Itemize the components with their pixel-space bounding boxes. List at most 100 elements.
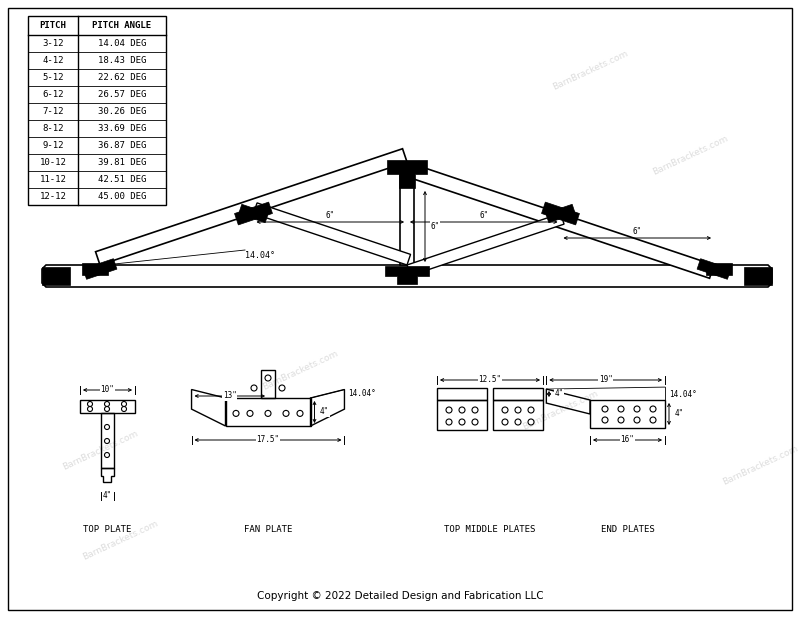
Circle shape: [472, 419, 478, 425]
Polygon shape: [234, 202, 273, 225]
Circle shape: [502, 419, 508, 425]
Text: 39.81 DEG: 39.81 DEG: [98, 158, 146, 167]
Circle shape: [87, 407, 93, 412]
Circle shape: [446, 419, 452, 425]
Text: 6": 6": [326, 211, 335, 219]
Text: 26.57 DEG: 26.57 DEG: [98, 90, 146, 99]
Text: PITCH ANGLE: PITCH ANGLE: [93, 21, 151, 30]
Circle shape: [472, 407, 478, 413]
Text: 5-12: 5-12: [42, 73, 64, 82]
Text: 42.51 DEG: 42.51 DEG: [98, 175, 146, 184]
Circle shape: [634, 406, 640, 412]
Circle shape: [650, 406, 656, 412]
Text: 8-12: 8-12: [42, 124, 64, 133]
Text: 14.04 DEG: 14.04 DEG: [98, 39, 146, 48]
Polygon shape: [238, 205, 268, 222]
Circle shape: [247, 410, 253, 417]
Text: TOP PLATE: TOP PLATE: [83, 525, 132, 535]
Text: BarnBrackets.com: BarnBrackets.com: [61, 428, 139, 472]
Text: 22.62 DEG: 22.62 DEG: [98, 73, 146, 82]
Text: 9-12: 9-12: [42, 141, 64, 150]
Polygon shape: [42, 267, 70, 285]
Polygon shape: [254, 203, 410, 265]
Polygon shape: [697, 259, 731, 279]
Circle shape: [515, 419, 521, 425]
Text: END PLATES: END PLATES: [601, 525, 654, 535]
Circle shape: [502, 407, 508, 413]
Circle shape: [602, 406, 608, 412]
Text: 12-12: 12-12: [39, 192, 66, 201]
Circle shape: [105, 439, 110, 444]
Text: Copyright © 2022 Detailed Design and Fabrication LLC: Copyright © 2022 Detailed Design and Fab…: [257, 591, 543, 601]
Circle shape: [283, 410, 289, 417]
Text: 36.87 DEG: 36.87 DEG: [98, 141, 146, 150]
Text: 14.04°: 14.04°: [245, 250, 275, 260]
Circle shape: [297, 410, 303, 417]
Polygon shape: [744, 267, 772, 285]
Polygon shape: [95, 149, 407, 265]
Polygon shape: [387, 160, 427, 188]
Text: BarnBrackets.com: BarnBrackets.com: [721, 444, 799, 486]
Text: 4": 4": [103, 491, 112, 501]
Polygon shape: [82, 263, 108, 275]
Polygon shape: [542, 202, 579, 225]
Circle shape: [634, 417, 640, 423]
Text: BarnBrackets.com: BarnBrackets.com: [551, 49, 629, 91]
Text: 3-12: 3-12: [42, 39, 64, 48]
Text: 6": 6": [430, 222, 440, 231]
Polygon shape: [402, 162, 714, 278]
Text: 14.04°: 14.04°: [349, 389, 376, 398]
Circle shape: [528, 419, 534, 425]
Text: 11-12: 11-12: [39, 175, 66, 184]
Text: 10": 10": [101, 386, 114, 394]
Bar: [400, 162, 414, 265]
Text: 33.69 DEG: 33.69 DEG: [98, 124, 146, 133]
Circle shape: [459, 407, 465, 413]
Circle shape: [105, 407, 110, 412]
Bar: [28, 16, 166, 205]
Text: 7-12: 7-12: [42, 107, 64, 116]
Circle shape: [515, 407, 521, 413]
Text: 17.5": 17.5": [257, 436, 279, 444]
Text: 30.26 DEG: 30.26 DEG: [98, 107, 146, 116]
Circle shape: [265, 375, 271, 381]
Text: 18.43 DEG: 18.43 DEG: [98, 56, 146, 65]
Circle shape: [251, 385, 257, 391]
Circle shape: [265, 410, 271, 417]
Text: PITCH: PITCH: [39, 21, 66, 30]
Polygon shape: [407, 213, 564, 276]
Polygon shape: [706, 263, 732, 275]
Circle shape: [105, 402, 110, 407]
Text: BarnBrackets.com: BarnBrackets.com: [81, 519, 159, 562]
Polygon shape: [546, 205, 575, 222]
Polygon shape: [83, 259, 117, 279]
Text: 14.04°: 14.04°: [669, 390, 697, 399]
Circle shape: [105, 425, 110, 430]
Circle shape: [105, 452, 110, 457]
Circle shape: [459, 419, 465, 425]
Text: 13": 13": [223, 391, 237, 400]
Text: BarnBrackets.com: BarnBrackets.com: [651, 133, 729, 177]
Circle shape: [87, 402, 93, 407]
Circle shape: [122, 402, 126, 407]
Text: 6": 6": [479, 211, 488, 219]
Text: 16": 16": [621, 436, 634, 444]
Text: 4": 4": [320, 407, 329, 417]
Circle shape: [446, 407, 452, 413]
Circle shape: [650, 417, 656, 423]
Text: 6": 6": [633, 227, 642, 235]
Circle shape: [279, 385, 285, 391]
Text: 4": 4": [554, 389, 564, 399]
Text: BarnBrackets.com: BarnBrackets.com: [521, 389, 599, 431]
Text: 4-12: 4-12: [42, 56, 64, 65]
Text: 10-12: 10-12: [39, 158, 66, 167]
Polygon shape: [385, 266, 429, 284]
Text: 4": 4": [674, 410, 684, 418]
Circle shape: [618, 417, 624, 423]
Text: FAN PLATE: FAN PLATE: [244, 525, 292, 535]
Text: 19": 19": [598, 376, 613, 384]
Text: TOP MIDDLE PLATES: TOP MIDDLE PLATES: [444, 525, 536, 535]
Text: 12.5": 12.5": [478, 376, 502, 384]
Circle shape: [602, 417, 608, 423]
Circle shape: [528, 407, 534, 413]
